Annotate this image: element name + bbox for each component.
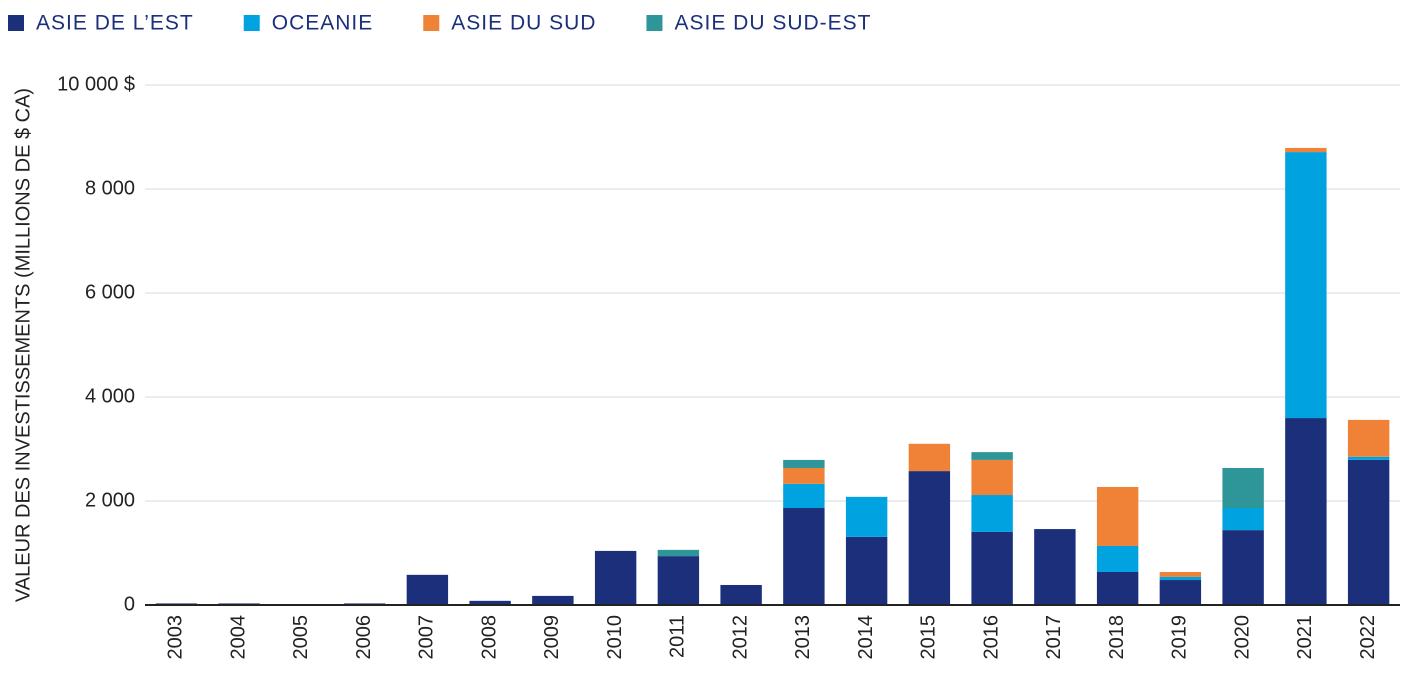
y-tick-label: 10 000 $ [57, 73, 135, 95]
bar-segment [971, 459, 1013, 496]
bar-segment [1096, 545, 1139, 572]
bar-segment [1096, 571, 1139, 605]
bar-segment [908, 443, 951, 472]
bar-segment [532, 595, 574, 605]
legend-swatch [646, 15, 663, 31]
bar-segment [1222, 530, 1264, 605]
legend-swatch [243, 15, 260, 31]
bar-segment [1222, 467, 1264, 509]
y-axis-label: VALEUR DES INVESTISSEMENTS (MILLIONS DE … [12, 88, 34, 602]
x-tick-label: 2015 [918, 615, 940, 660]
x-tick-label: 2022 [1357, 615, 1379, 660]
x-tick-label: 2016 [980, 615, 1002, 660]
bar-segment [783, 508, 825, 605]
x-tick-label: 2003 [165, 615, 187, 660]
x-tick-label: 2004 [227, 615, 249, 660]
bar-segment [783, 459, 825, 468]
y-tick-label: 0 [124, 593, 135, 615]
x-tick-label: 2017 [1043, 615, 1065, 660]
bar-segment [1159, 571, 1202, 577]
bar-segment [1285, 418, 1327, 605]
bar-segment [971, 495, 1013, 532]
bar-segment [657, 556, 700, 605]
x-tick-label: 2008 [478, 615, 500, 660]
x-tick-label: 2021 [1294, 615, 1316, 660]
bar-segment [783, 483, 825, 509]
bar-segment [469, 600, 511, 605]
y-tick-label: 4 000 [85, 385, 135, 407]
bar-segment [720, 584, 762, 605]
bar-segment [1347, 419, 1390, 457]
bar-segment [1347, 459, 1390, 605]
legend-swatch [423, 15, 440, 31]
y-tick-label: 8 000 [85, 177, 135, 199]
legend-label: ASIE DE L’EST [36, 12, 194, 35]
x-tick-label: 2019 [1169, 615, 1191, 660]
bar-segment [971, 452, 1013, 460]
bar-segment [1285, 152, 1327, 419]
bar-segment [1034, 529, 1076, 605]
bar-segment [406, 574, 449, 605]
bar-segment [845, 536, 888, 605]
y-tick-label: 2 000 [85, 489, 135, 511]
legend-label: ASIE DU SUD [451, 12, 596, 35]
x-tick-label: 2011 [667, 615, 689, 658]
bar-segment [1285, 147, 1327, 153]
bar-segment [971, 531, 1013, 605]
bar-segment [1159, 580, 1202, 605]
bar-segment [845, 496, 888, 537]
x-tick-label: 2006 [353, 615, 375, 660]
bar-segment [594, 550, 637, 605]
x-tick-label: 2007 [416, 615, 438, 660]
bar-segment [908, 471, 951, 605]
x-tick-label: 2020 [1231, 615, 1253, 660]
bar-segment [1159, 576, 1202, 581]
bar-segment [657, 549, 700, 557]
bar-segment [1096, 486, 1139, 546]
x-tick-label: 2013 [792, 615, 814, 660]
bar-segment [783, 467, 825, 484]
legend-label: OCEANIE [272, 12, 374, 35]
bar-segment [1347, 456, 1390, 460]
x-tick-label: 2014 [855, 615, 877, 660]
x-tick-label: 2005 [290, 615, 312, 660]
x-tick-label: 2018 [1106, 615, 1128, 660]
y-tick-label: 6 000 [85, 281, 135, 303]
legend-label: ASIE DU SUD-EST [674, 12, 871, 35]
x-tick-label: 2012 [729, 615, 751, 660]
x-tick-label: 2010 [604, 615, 626, 660]
legend-swatch [8, 15, 24, 31]
x-tick-label: 2009 [541, 615, 563, 660]
bar-segment [1222, 508, 1264, 531]
